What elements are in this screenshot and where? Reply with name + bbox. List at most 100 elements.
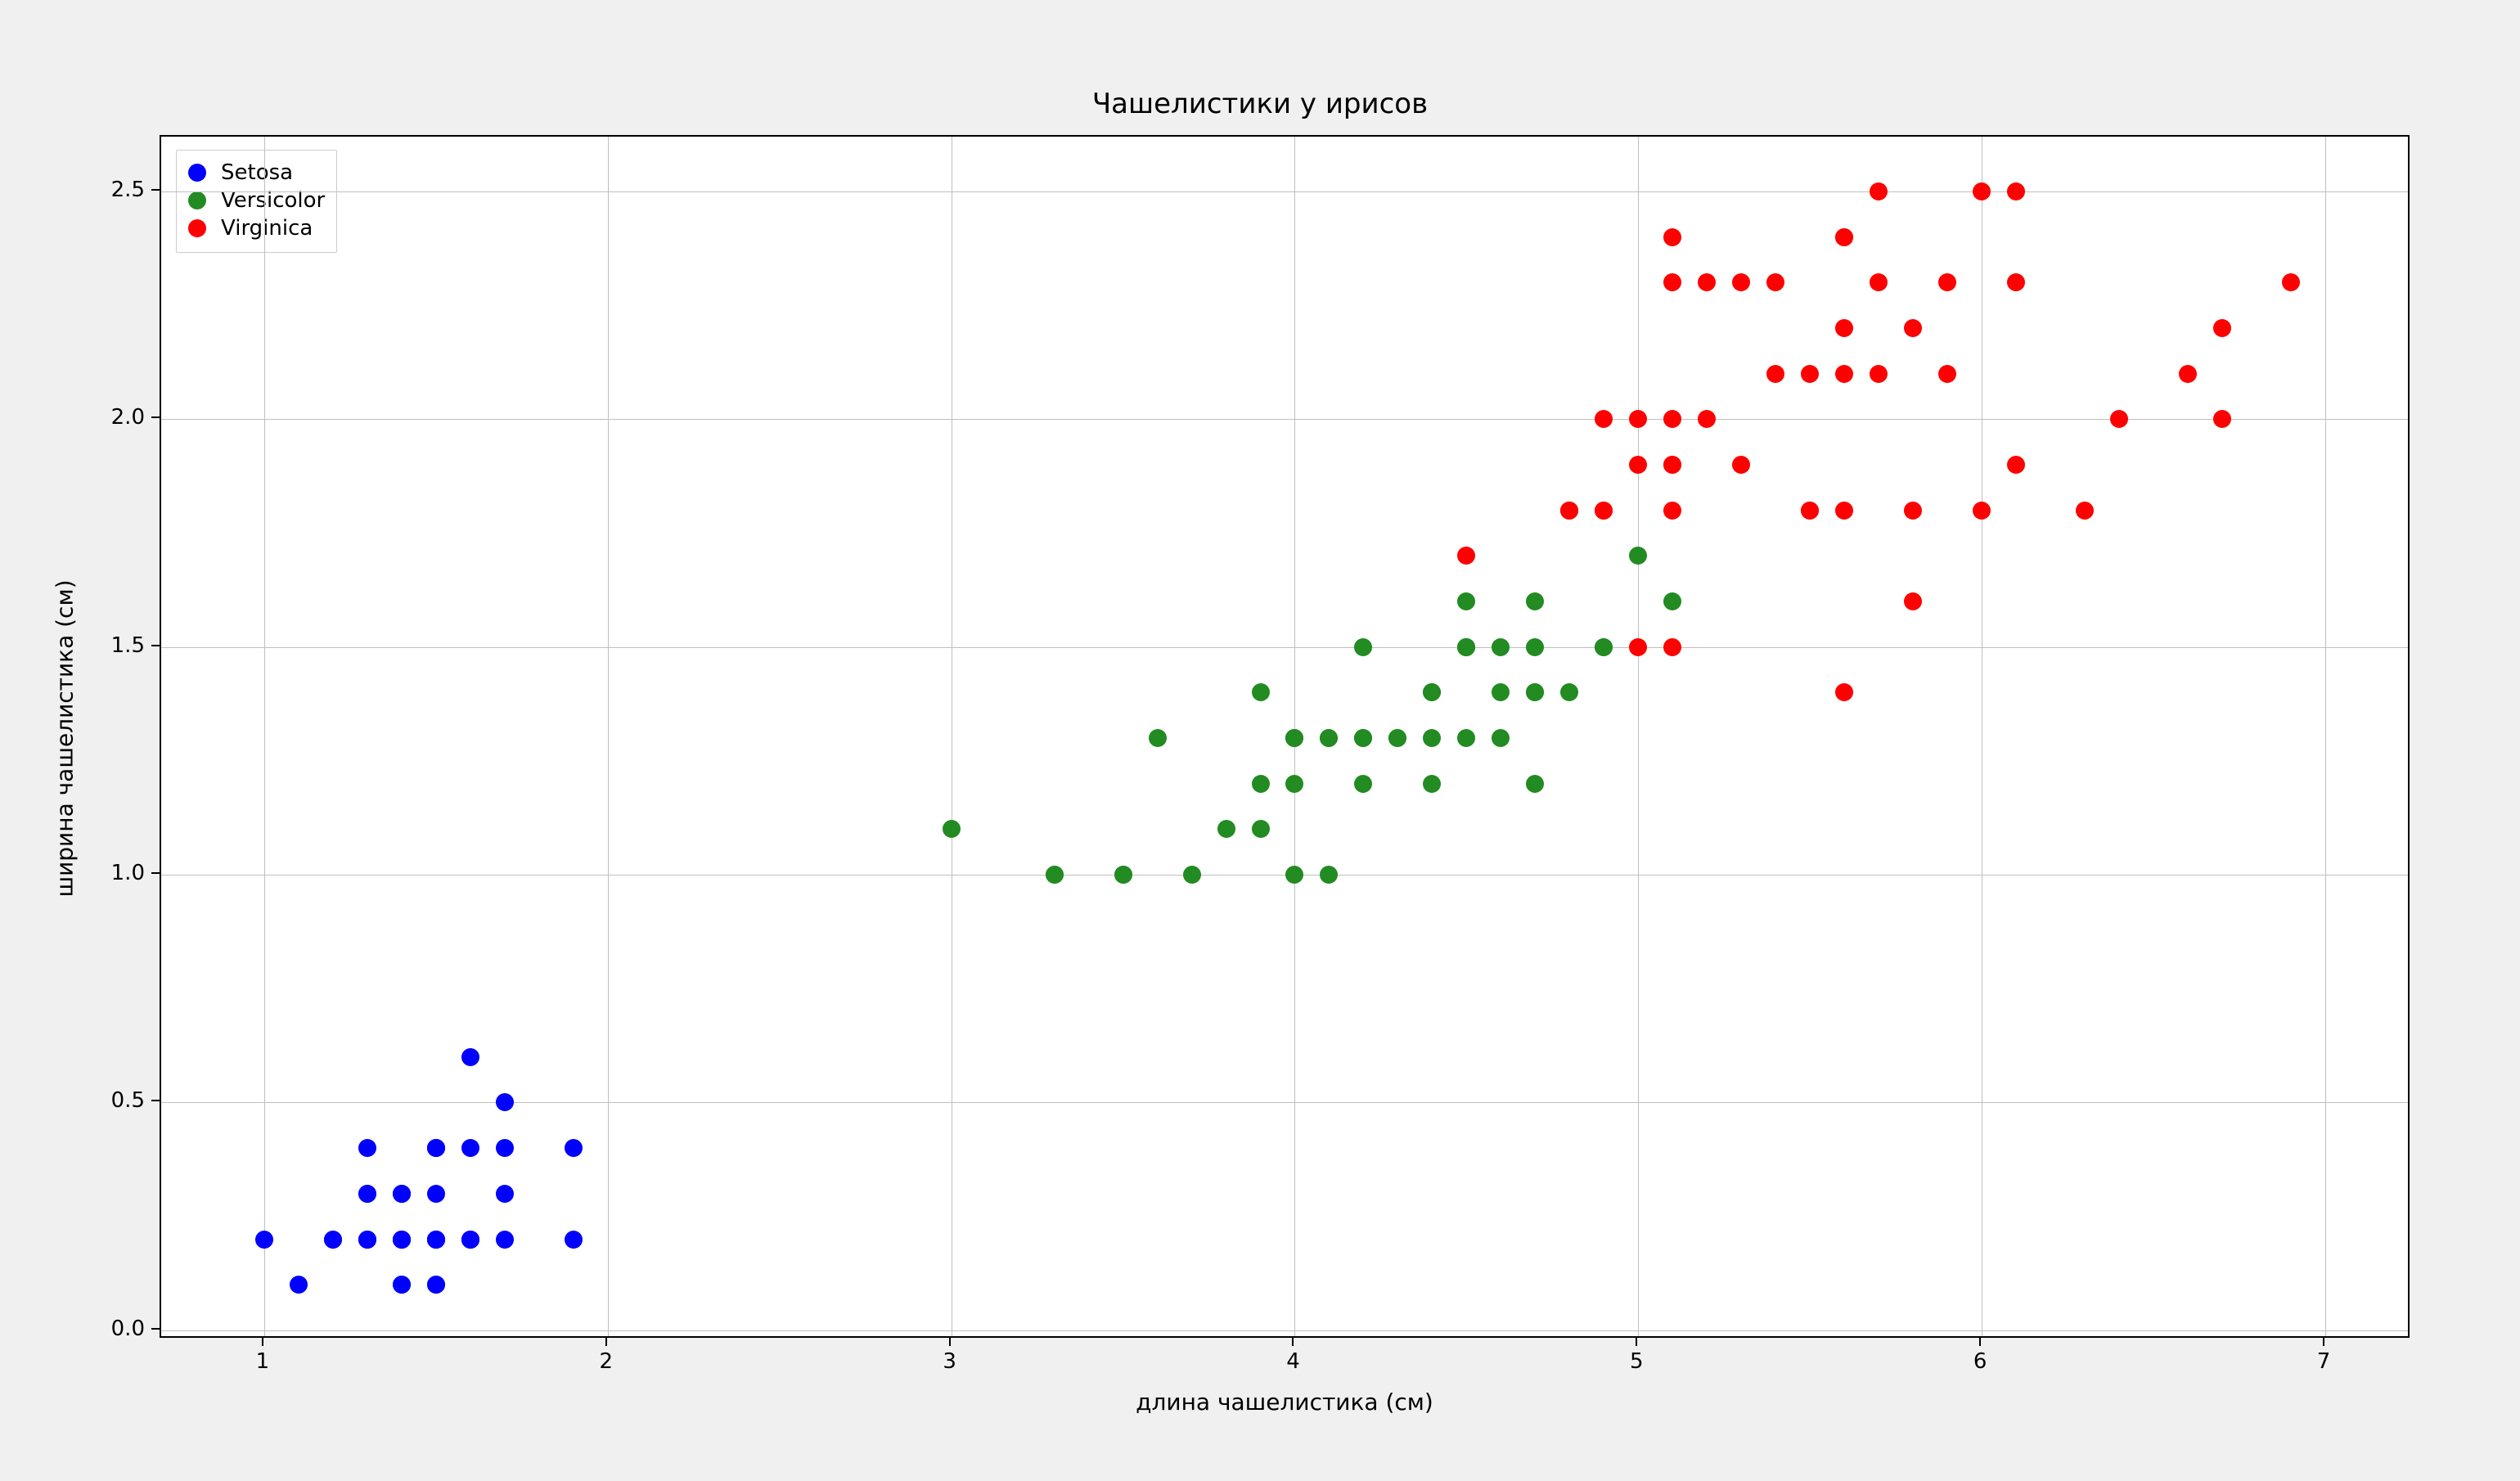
scatter-point: [2007, 182, 2025, 200]
scatter-point: [1457, 729, 1475, 747]
scatter-point: [2282, 273, 2300, 291]
scatter-point: [1526, 683, 1544, 701]
y-tick-label: 0.0: [111, 1317, 145, 1341]
scatter-point: [1629, 547, 1647, 565]
scatter-point: [324, 1231, 342, 1249]
scatter-point: [461, 1139, 479, 1157]
scatter-point: [2007, 273, 2025, 291]
scatter-point: [1835, 683, 1853, 701]
scatter-point: [1492, 729, 1510, 747]
scatter-point: [565, 1231, 583, 1249]
gridline-horizontal: [161, 419, 2408, 420]
scatter-point: [1492, 638, 1510, 656]
scatter-point: [1285, 775, 1303, 793]
scatter-point: [496, 1093, 514, 1111]
y-tick-label: 2.5: [111, 178, 145, 202]
scatter-point: [1320, 729, 1338, 747]
scatter-point: [1629, 410, 1647, 428]
scatter-point: [2110, 410, 2128, 428]
scatter-point: [1354, 775, 1372, 793]
y-tick-mark: [151, 1328, 160, 1330]
legend-marker-icon: [188, 191, 206, 209]
scatter-point: [1801, 365, 1819, 383]
y-tick-label: 1.0: [111, 861, 145, 885]
x-tick-label: 3: [943, 1349, 956, 1374]
chart-title: Чашелистики у ирисов: [0, 88, 2520, 120]
gridline-vertical: [264, 137, 265, 1336]
x-tick-mark: [262, 1338, 263, 1346]
scatter-point: [461, 1048, 479, 1066]
y-tick-label: 2.0: [111, 405, 145, 430]
gridline-vertical: [1638, 137, 1639, 1336]
scatter-point: [1732, 456, 1750, 474]
scatter-point: [1870, 273, 1888, 291]
scatter-point: [1629, 638, 1647, 656]
x-tick-label: 4: [1286, 1349, 1300, 1374]
scatter-point: [1904, 502, 1922, 520]
scatter-point: [1423, 683, 1441, 701]
scatter-point: [1835, 365, 1853, 383]
x-tick-mark: [1979, 1338, 1981, 1346]
y-tick-mark: [151, 189, 160, 191]
scatter-point: [1526, 775, 1544, 793]
scatter-point: [1285, 866, 1303, 884]
x-tick-mark: [1636, 1338, 1637, 1346]
scatter-point: [1663, 456, 1681, 474]
scatter-point: [1492, 683, 1510, 701]
scatter-point: [1870, 182, 1888, 200]
x-tick-label: 5: [1630, 1349, 1644, 1374]
x-tick-mark: [605, 1338, 607, 1346]
legend-label: Setosa: [221, 160, 293, 185]
scatter-point: [1595, 502, 1613, 520]
scatter-point: [1526, 638, 1544, 656]
scatter-point: [1595, 638, 1613, 656]
scatter-point: [1732, 273, 1750, 291]
legend-entry: Setosa: [188, 160, 325, 185]
scatter-point: [290, 1276, 308, 1294]
scatter-point: [1285, 729, 1303, 747]
scatter-point: [1663, 502, 1681, 520]
scatter-point: [2007, 456, 2025, 474]
scatter-point: [1457, 547, 1475, 565]
scatter-point: [393, 1231, 411, 1249]
y-tick-label: 0.5: [111, 1088, 145, 1113]
scatter-point: [1354, 729, 1372, 747]
scatter-point: [1973, 502, 1991, 520]
gridline-horizontal: [161, 875, 2408, 876]
scatter-point: [427, 1276, 445, 1294]
scatter-point: [461, 1231, 479, 1249]
gridline-horizontal: [161, 1330, 2408, 1331]
scatter-point: [1938, 365, 1956, 383]
scatter-point: [1423, 775, 1441, 793]
x-tick-label: 7: [2317, 1349, 2331, 1374]
scatter-point: [1870, 365, 1888, 383]
scatter-point: [1835, 228, 1853, 246]
scatter-point: [1663, 638, 1681, 656]
scatter-point: [1663, 410, 1681, 428]
gridline-vertical: [608, 137, 609, 1336]
scatter-point: [427, 1139, 445, 1157]
scatter-point: [1526, 592, 1544, 610]
scatter-point: [1698, 410, 1716, 428]
scatter-point: [1149, 729, 1167, 747]
scatter-point: [1183, 866, 1201, 884]
legend-marker-icon: [188, 164, 206, 182]
x-tick-label: 6: [1973, 1349, 1987, 1374]
gridline-horizontal: [161, 191, 2408, 192]
scatter-point: [1766, 273, 1784, 291]
scatter-point: [1560, 502, 1578, 520]
scatter-point: [1766, 365, 1784, 383]
plot-area: SetosaVersicolorVirginica: [160, 135, 2410, 1338]
scatter-point: [2213, 410, 2231, 428]
scatter-point: [393, 1276, 411, 1294]
scatter-point: [1046, 866, 1064, 884]
scatter-point: [1252, 820, 1270, 838]
legend-marker-icon: [188, 219, 206, 237]
y-tick-label: 1.5: [111, 633, 145, 658]
scatter-point: [1217, 820, 1235, 838]
scatter-point: [1663, 228, 1681, 246]
scatter-point: [1423, 729, 1441, 747]
scatter-point: [1801, 502, 1819, 520]
scatter-point: [1560, 683, 1578, 701]
scatter-point: [1320, 866, 1338, 884]
